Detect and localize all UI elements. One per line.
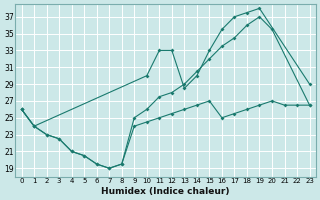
X-axis label: Humidex (Indice chaleur): Humidex (Indice chaleur) (101, 187, 230, 196)
